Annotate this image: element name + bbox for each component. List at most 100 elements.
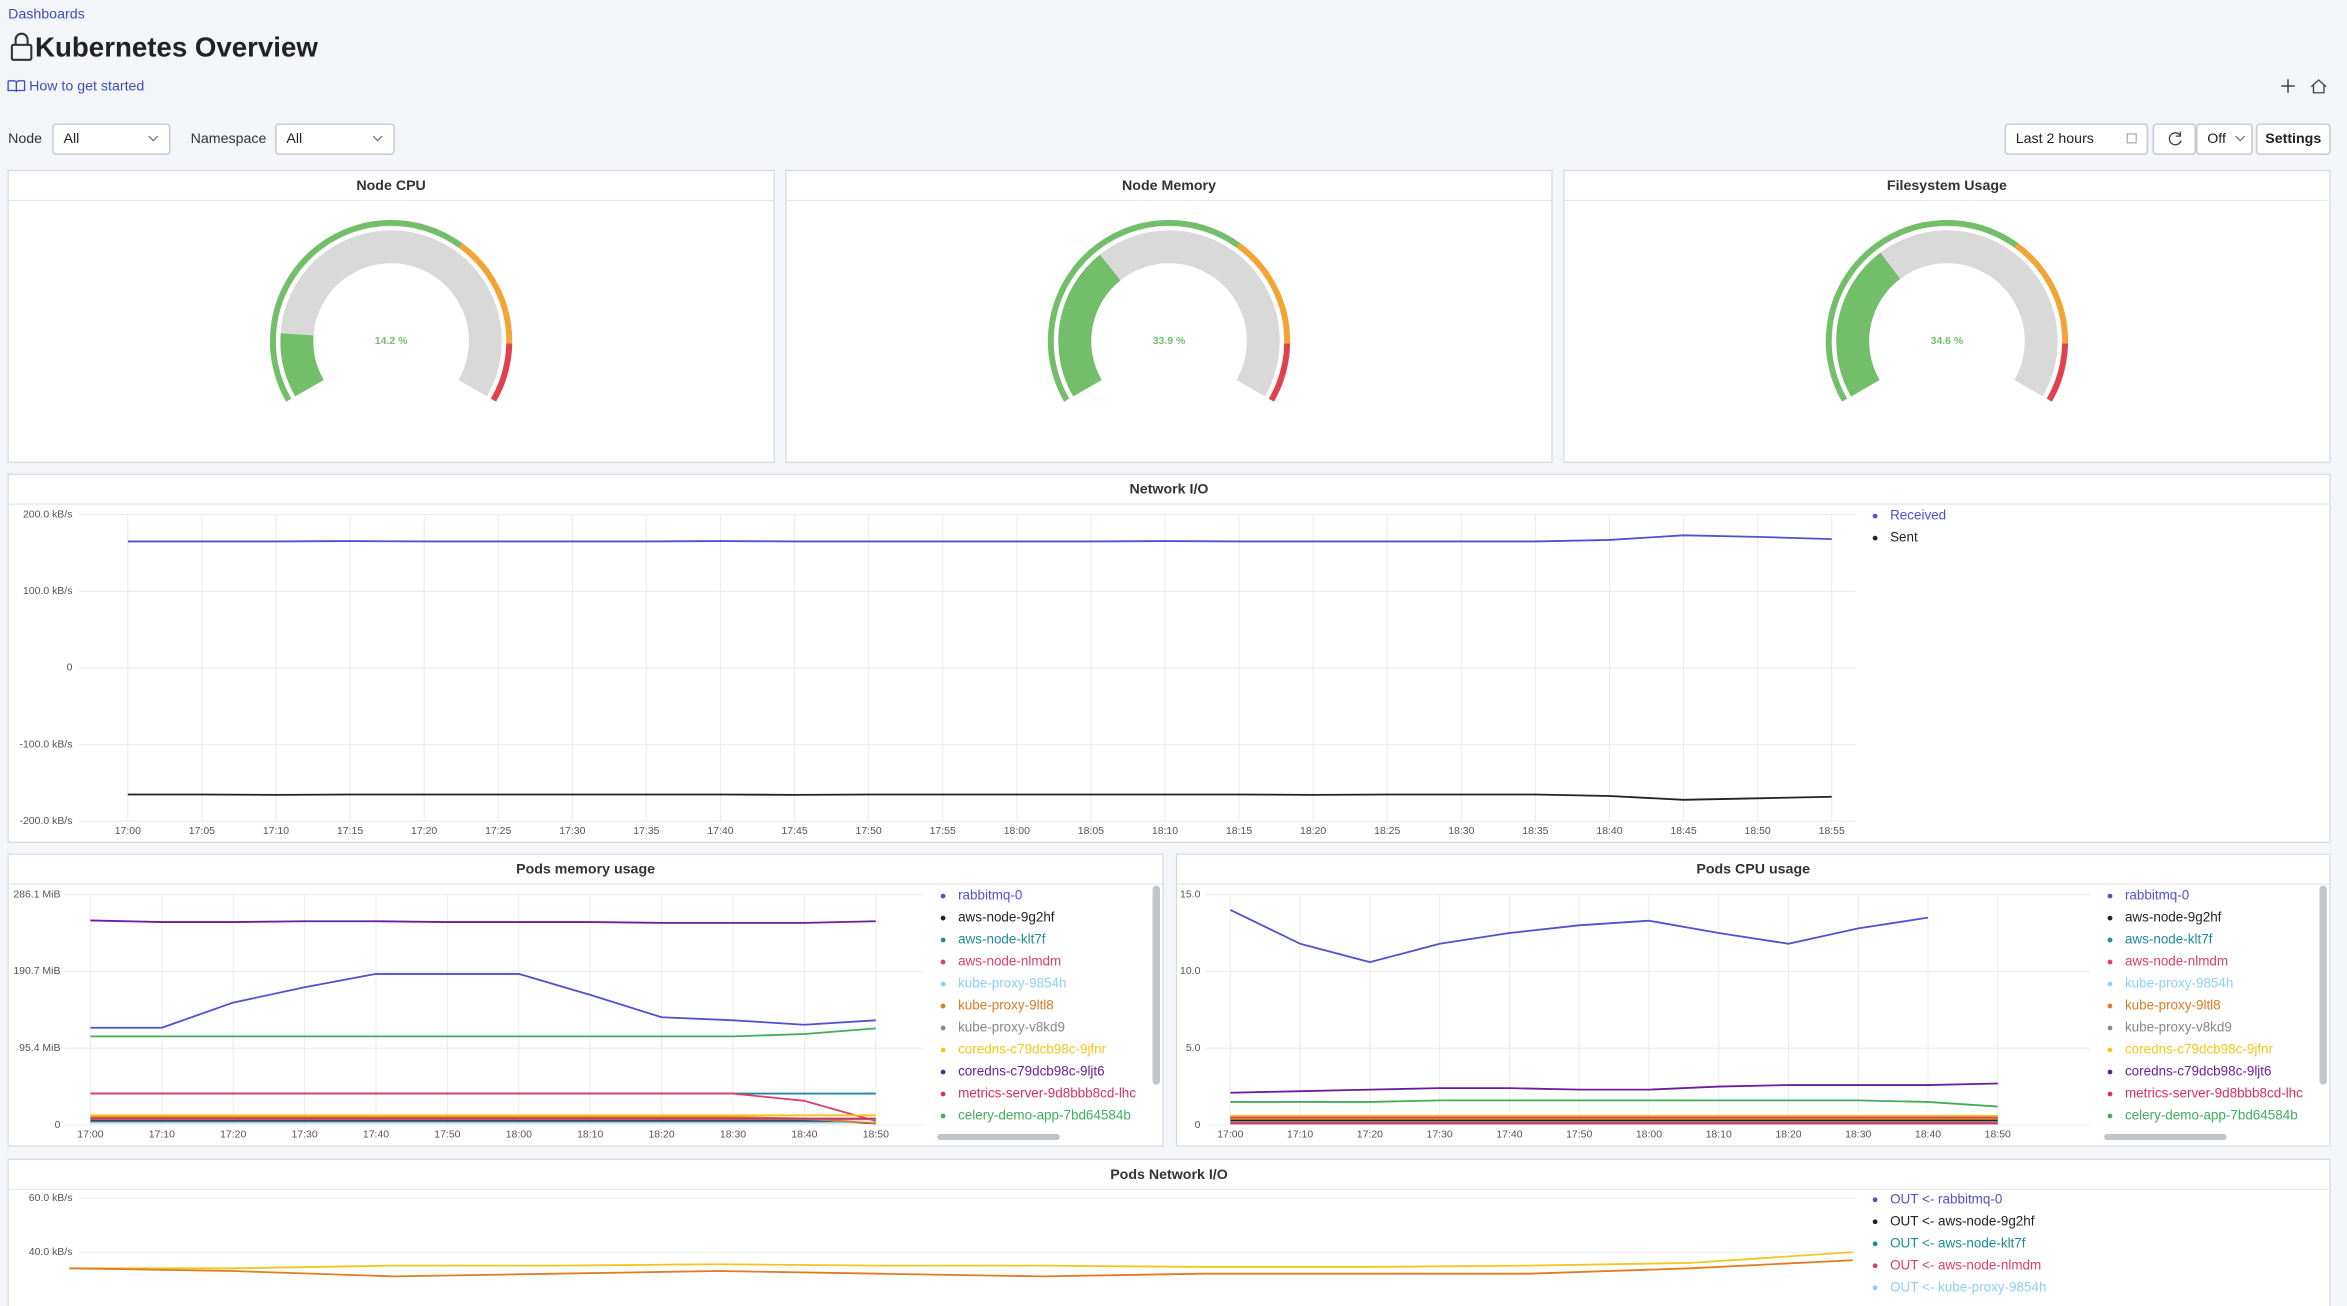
series-line xyxy=(90,1116,876,1125)
x-tick-label: 17:20 xyxy=(411,826,437,837)
gauge-value-label: 14.2 % xyxy=(375,336,408,347)
interval-value[interactable]: Off xyxy=(2207,131,2226,147)
select-value[interactable]: All xyxy=(286,131,302,147)
settings-label[interactable]: Settings xyxy=(2265,131,2321,147)
breadcrumb[interactable]: Dashboards xyxy=(8,7,85,23)
legend-entry: coredns-c79dcb98c-9jfnr xyxy=(958,1042,1107,1057)
series-line xyxy=(69,1251,1853,1270)
legend-entry: kube-proxy-9ltl8 xyxy=(958,998,1054,1013)
threshold-arc xyxy=(2046,343,2069,402)
panel xyxy=(1563,169,2331,463)
x-tick-label: 18:50 xyxy=(863,1129,889,1140)
series-line xyxy=(127,534,1832,543)
legend-dot xyxy=(1872,513,1878,519)
y-tick-label: 5.0 xyxy=(1186,1043,1201,1054)
time-range-box[interactable] xyxy=(2004,123,2149,155)
panel xyxy=(785,169,1553,463)
threshold-arc xyxy=(458,243,513,344)
legend: rabbitmq-0 aws-node-9g2hf aws-node-klt7f aw… xyxy=(2107,888,2303,1123)
y-tick-label: 200.0 kB/s xyxy=(23,509,72,520)
interval-box[interactable] xyxy=(2196,123,2253,155)
select-value[interactable]: All xyxy=(63,131,79,147)
node-select[interactable]: All xyxy=(52,123,171,155)
settings-button[interactable]: Settings xyxy=(2255,123,2331,155)
x-tick-label: 18:30 xyxy=(1845,1129,1871,1140)
legend-entry: aws-node-9g2hf xyxy=(958,910,1055,925)
x-tick-label: 18:30 xyxy=(720,1129,746,1140)
panel xyxy=(1175,853,2331,1147)
panel xyxy=(7,473,2331,843)
x-tick-label: 18:20 xyxy=(648,1129,674,1140)
settings-box[interactable] xyxy=(2255,123,2331,155)
gauge-value-arc xyxy=(1836,252,1901,397)
x-tick-label: 18:30 xyxy=(1448,826,1474,837)
refresh-icon xyxy=(2168,131,2182,146)
legend-dot xyxy=(2107,937,2113,943)
legend-entry: aws-node-klt7f xyxy=(958,932,1046,947)
legend-entry: coredns-c79dcb98c-9jfnr xyxy=(2125,1042,2274,1057)
y-tick-label: 15.0 xyxy=(1180,889,1201,900)
legend-dot xyxy=(1872,1263,1878,1269)
x-tick-label: 18:45 xyxy=(1670,826,1696,837)
select-box[interactable] xyxy=(275,123,395,155)
legend-dot xyxy=(940,1069,946,1075)
time-picker[interactable]: Last 2 hours xyxy=(2004,123,2149,155)
x-tick-label: 17:40 xyxy=(707,826,733,837)
refresh-button[interactable] xyxy=(2152,123,2197,155)
select-box[interactable] xyxy=(52,123,171,155)
panel-title: Node Memory xyxy=(1122,178,1216,194)
help-link[interactable]: How to get started xyxy=(29,79,144,95)
x-tick-label: 18:00 xyxy=(1004,826,1030,837)
legend-entry: rabbitmq-0 xyxy=(958,888,1022,903)
gauge-value-arc xyxy=(280,333,325,397)
x-tick-label: 17:30 xyxy=(1427,1129,1453,1140)
y-tick-label: 10.0 xyxy=(1180,966,1201,977)
time-range[interactable]: Last 2 hours xyxy=(2016,131,2094,147)
legend-scrollbar xyxy=(2319,885,2327,1085)
legend-dot xyxy=(2107,1113,2113,1119)
panels: Node CPU 14.2 % Node Memory 33.9 % Filesyste… xyxy=(7,169,2331,1306)
y-tick-label: 40.0 kB/s xyxy=(29,1247,73,1258)
legend: OUT <- rabbitmq-0 OUT <- aws-node-9g2hf OU… xyxy=(1872,1191,2046,1294)
legend-entry: Received xyxy=(1890,508,1946,523)
panel xyxy=(7,853,1164,1147)
calendar-icon xyxy=(2126,133,2137,144)
x-tick-label: 17:50 xyxy=(856,826,882,837)
legend-hscrollbar xyxy=(937,1133,1060,1140)
x-tick-label: 17:50 xyxy=(1566,1129,1592,1140)
legend-dot xyxy=(2107,1025,2113,1031)
legend-dot xyxy=(940,1091,946,1097)
threshold-arc xyxy=(1236,243,1291,344)
x-tick-label: 17:20 xyxy=(1357,1129,1383,1140)
refresh-interval[interactable]: Off xyxy=(2196,123,2253,155)
x-tick-label: 18:40 xyxy=(1915,1129,1941,1140)
x-tick-label: 18:50 xyxy=(1985,1129,2011,1140)
series-line xyxy=(90,973,876,1029)
legend-entry: kube-proxy-9ltl8 xyxy=(2125,998,2221,1013)
y-tick-label: 0 xyxy=(55,1120,61,1131)
legend-entry: celery-demo-app-7bd64584b xyxy=(958,1108,1131,1123)
legend-dot xyxy=(940,959,946,965)
legend-dot xyxy=(940,981,946,987)
gauge-value-label: 34.6 % xyxy=(1931,336,1964,347)
refresh-box[interactable] xyxy=(2152,123,2197,155)
series-line xyxy=(90,1120,876,1125)
series-line xyxy=(90,1092,877,1122)
x-tick-label: 18:20 xyxy=(1300,826,1326,837)
add-panel-button[interactable] xyxy=(2281,79,2295,93)
panel-title: Pods Network I/O xyxy=(1110,1167,1228,1183)
legend-entry: celery-demo-app-7bd64584b xyxy=(2125,1108,2298,1123)
namespace-select[interactable]: All xyxy=(275,123,395,155)
x-tick-label: 17:40 xyxy=(363,1129,389,1140)
legend-entry: coredns-c79dcb98c-9ljt6 xyxy=(2125,1064,2272,1079)
legend-dot xyxy=(2107,915,2113,921)
legend-entry: kube-proxy-v8kd9 xyxy=(2125,1020,2232,1035)
panel-title: Filesystem Usage xyxy=(1887,178,2007,194)
x-tick-label: 18:10 xyxy=(1706,1129,1732,1140)
legend-dot xyxy=(940,1113,946,1119)
y-tick-label: 100.0 kB/s xyxy=(23,586,72,597)
series-line xyxy=(1230,1082,1998,1094)
y-tick-label: 95.4 MiB xyxy=(19,1043,60,1054)
home-button[interactable] xyxy=(2310,79,2327,94)
series-line xyxy=(69,1259,1853,1278)
